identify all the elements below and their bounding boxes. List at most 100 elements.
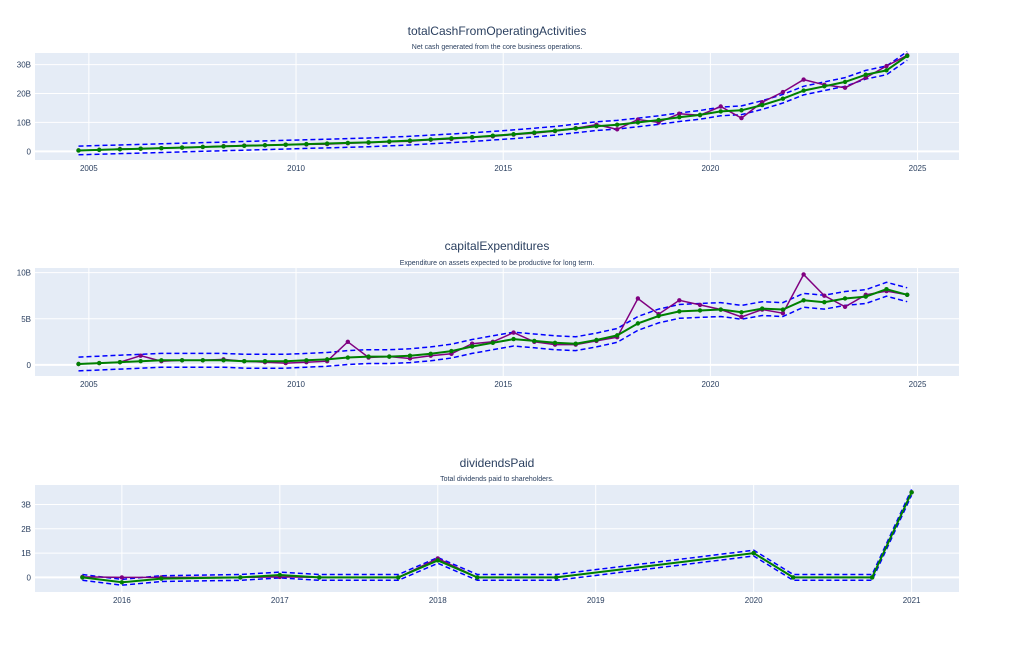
smoothed-point — [751, 550, 756, 556]
smoothed-point — [573, 126, 578, 131]
y-tick-label: 1B — [21, 549, 31, 558]
actual-point — [635, 296, 641, 301]
smoothed-point — [594, 337, 599, 343]
actual-point — [842, 85, 848, 90]
smoothed-point — [905, 292, 910, 297]
smoothed-point — [552, 340, 558, 345]
smoothed-point — [159, 576, 164, 581]
x-tick-label: 2019 — [587, 596, 605, 605]
smoothed-point — [242, 359, 247, 364]
smoothed-point — [387, 139, 392, 144]
smoothed-point — [345, 140, 351, 146]
actual-point — [822, 293, 827, 298]
smoothed-point — [490, 133, 496, 138]
actual-point — [739, 115, 744, 121]
smoothed-point — [909, 490, 914, 495]
y-tick-label: 0 — [27, 147, 32, 156]
upper-band-line — [78, 50, 908, 147]
smoothed-point — [801, 88, 806, 93]
actual-point — [677, 111, 682, 116]
smoothed-point — [179, 145, 185, 150]
smoothed-point — [119, 580, 125, 585]
actual-point — [884, 63, 889, 69]
smoothed-point — [159, 358, 164, 363]
y-tick-label: 10B — [17, 118, 31, 127]
smoothed-point — [635, 120, 641, 125]
smoothed-point — [905, 53, 910, 59]
smoothed-point — [780, 96, 786, 101]
smoothed-point — [304, 358, 309, 363]
smoothed-point — [739, 108, 744, 113]
smoothed-point — [366, 354, 371, 359]
smoothed-point — [317, 575, 322, 580]
smoothed-point — [552, 128, 558, 133]
actual-point — [801, 77, 806, 82]
smoothed-point — [554, 575, 559, 580]
smoothed-point — [614, 122, 620, 127]
smoothed-point — [801, 298, 806, 303]
smoothed-point — [884, 68, 889, 73]
smoothed-point — [324, 141, 330, 146]
smoothed-point — [117, 359, 123, 365]
smoothed-point — [283, 359, 288, 364]
chart-title: capitalExpenditures — [445, 239, 550, 253]
smoothed-point — [863, 72, 868, 77]
smoothed-point — [475, 575, 480, 580]
x-tick-label: 2010 — [287, 164, 305, 173]
smoothed-point — [407, 138, 413, 143]
smoothed-point — [677, 115, 682, 120]
smoothed-point — [822, 84, 827, 89]
y-tick-label: 3B — [21, 500, 31, 509]
y-tick-label: 30B — [17, 61, 31, 70]
actual-point — [780, 89, 786, 95]
chart-panel-2: capitalExpenditures Expenditure on assets… — [17, 239, 959, 389]
smoothed-point — [435, 558, 440, 563]
smoothed-point — [80, 575, 85, 580]
lower-band-line — [82, 494, 913, 586]
smoothed-point — [469, 344, 475, 349]
smoothed-point — [238, 575, 243, 580]
smoothed-point — [718, 109, 723, 114]
smoothed-point — [345, 355, 351, 360]
smoothed-point — [869, 575, 875, 580]
smoothed-point — [718, 307, 723, 312]
chart-title: totalCashFromOperatingActivities — [408, 24, 587, 38]
smoothed-point — [117, 147, 123, 152]
lower-band-line — [78, 59, 908, 156]
smoothed-point — [262, 359, 268, 364]
smoothed-point — [614, 333, 620, 338]
x-tick-label: 2020 — [701, 380, 719, 389]
smoothed-point — [635, 321, 641, 326]
smoothed-point — [366, 140, 371, 145]
smoothed-point — [490, 340, 496, 345]
smoothed-point — [304, 141, 309, 147]
smoothed-point — [396, 575, 401, 580]
smoothed-point — [262, 143, 268, 148]
x-tick-label: 2005 — [80, 380, 98, 389]
x-tick-label: 2010 — [287, 380, 305, 389]
x-tick-label: 2020 — [745, 596, 763, 605]
chart-subtitle: Total dividends paid to shareholders. — [440, 476, 554, 483]
smoothed-point — [573, 341, 578, 346]
smoothed-point — [428, 351, 433, 357]
smoothed-point — [511, 336, 516, 342]
chart-subtitle: Net cash generated from the core busines… — [412, 44, 582, 51]
smoothed-point — [780, 307, 786, 312]
smoothed-point — [76, 148, 81, 153]
smoothed-point — [277, 572, 283, 578]
chart-panel-3: dividendsPaid Total dividends paid to sha… — [21, 456, 959, 605]
smoothed-point — [97, 147, 102, 153]
lower-band-line — [78, 295, 908, 372]
actual-point — [345, 339, 351, 345]
smoothed-point — [790, 575, 796, 580]
y-tick-label: 0 — [27, 573, 32, 582]
actual-point — [511, 330, 516, 335]
plot-area — [35, 268, 959, 376]
upper-band-line — [82, 489, 913, 581]
smoothed-point — [200, 358, 206, 363]
y-tick-label: 10B — [17, 269, 31, 278]
x-tick-label: 2018 — [429, 596, 447, 605]
smoothed-point — [179, 358, 185, 363]
smoothed-point — [759, 102, 765, 108]
